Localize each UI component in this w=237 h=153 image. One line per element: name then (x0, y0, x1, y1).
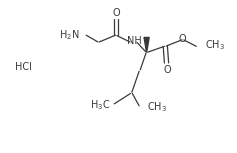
Text: $\mathrm{CH_3}$: $\mathrm{CH_3}$ (147, 100, 167, 114)
Text: NH: NH (127, 37, 141, 47)
Text: HCl: HCl (15, 62, 32, 73)
Text: $\mathrm{H_2N}$: $\mathrm{H_2N}$ (59, 28, 80, 42)
Text: $\mathrm{CH_3}$: $\mathrm{CH_3}$ (205, 38, 225, 52)
Polygon shape (144, 37, 149, 52)
Text: $\mathrm{H_3C}$: $\mathrm{H_3C}$ (90, 98, 110, 112)
Text: O: O (179, 34, 187, 44)
Text: O: O (112, 8, 120, 18)
Text: O: O (163, 65, 171, 75)
